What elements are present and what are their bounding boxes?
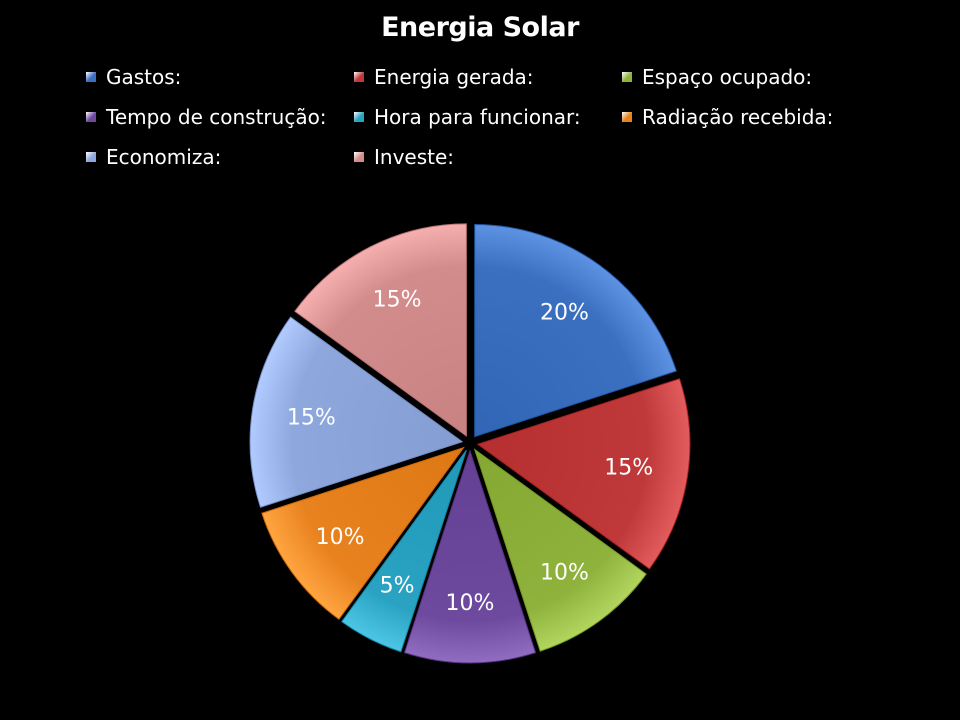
legend-label: Energia gerada: bbox=[374, 65, 534, 89]
legend-swatch bbox=[622, 112, 632, 122]
pie-slices bbox=[249, 223, 691, 664]
legend-item: Hora para funcionar: bbox=[354, 102, 622, 132]
legend-swatch bbox=[622, 72, 632, 82]
slice-label: 10% bbox=[446, 591, 495, 616]
pie-slice bbox=[474, 224, 677, 438]
legend-item: Investe: bbox=[354, 142, 622, 172]
legend-swatch bbox=[354, 152, 364, 162]
legend-item: Economiza: bbox=[86, 142, 354, 172]
legend-label: Espaço ocupado: bbox=[642, 65, 813, 89]
legend-swatch bbox=[354, 72, 364, 82]
pie-labels: 20% 15% 10% 10% 5% 10% 15% 15% bbox=[287, 287, 653, 616]
legend-label: Radiação recebida: bbox=[642, 105, 834, 129]
legend-label: Hora para funcionar: bbox=[374, 105, 581, 129]
chart-title: Energia Solar bbox=[381, 12, 579, 43]
slice-label: 15% bbox=[604, 456, 653, 481]
pie-slice bbox=[473, 448, 647, 652]
slice-label: 15% bbox=[373, 287, 422, 312]
pie-slice bbox=[476, 378, 691, 570]
chart-legend: Gastos: Energia gerada: Espaço ocupado: Tem… bbox=[86, 62, 886, 172]
pie-slice bbox=[403, 449, 537, 664]
pie-slice bbox=[294, 223, 467, 437]
legend-swatch bbox=[86, 112, 96, 122]
legend-swatch bbox=[86, 72, 96, 82]
legend-item: Gastos: bbox=[86, 62, 354, 92]
legend-swatch bbox=[86, 152, 96, 162]
legend-label: Gastos: bbox=[106, 65, 182, 89]
legend-item: Tempo de construção: bbox=[86, 102, 354, 132]
slice-label: 15% bbox=[287, 405, 336, 430]
pie-slice bbox=[261, 446, 465, 620]
slice-label: 5% bbox=[380, 574, 415, 599]
slice-label: 10% bbox=[316, 525, 365, 550]
slice-label: 10% bbox=[540, 560, 589, 585]
pie-slice bbox=[341, 449, 467, 653]
legend-label: Economiza: bbox=[106, 145, 222, 169]
legend-item: Espaço ocupado: bbox=[622, 62, 886, 92]
legend-label: Investe: bbox=[374, 145, 455, 169]
legend-swatch bbox=[354, 112, 364, 122]
legend-item: Radiação recebida: bbox=[622, 102, 886, 132]
legend-label: Tempo de construção: bbox=[106, 105, 327, 129]
slice-label: 20% bbox=[540, 301, 589, 326]
legend-item: Energia gerada: bbox=[354, 62, 622, 92]
pie-slice bbox=[249, 316, 464, 508]
